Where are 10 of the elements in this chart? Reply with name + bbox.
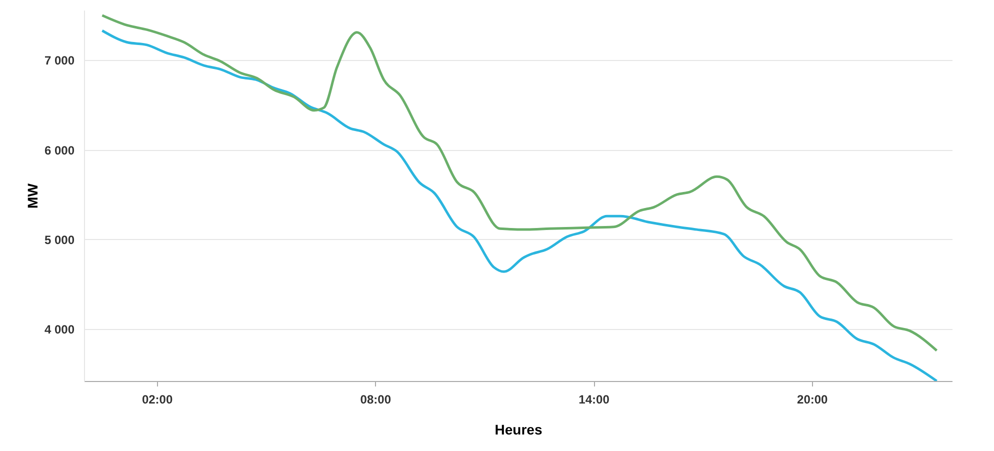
y-tick-label: 6 000 — [44, 143, 75, 158]
x-tick-label: 08:00 — [360, 392, 392, 406]
x-axis-title: Heures — [494, 422, 542, 438]
y-tick-label: 7 000 — [44, 54, 75, 68]
y-axis-title: MW — [24, 182, 40, 208]
y-tick-label: 4 000 — [44, 322, 75, 337]
y-tick-label: 5 000 — [44, 232, 75, 247]
x-tick-label: 20:00 — [797, 392, 828, 406]
x-tick-label: 02:00 — [142, 392, 173, 406]
x-tick-label: 14:00 — [578, 392, 610, 406]
